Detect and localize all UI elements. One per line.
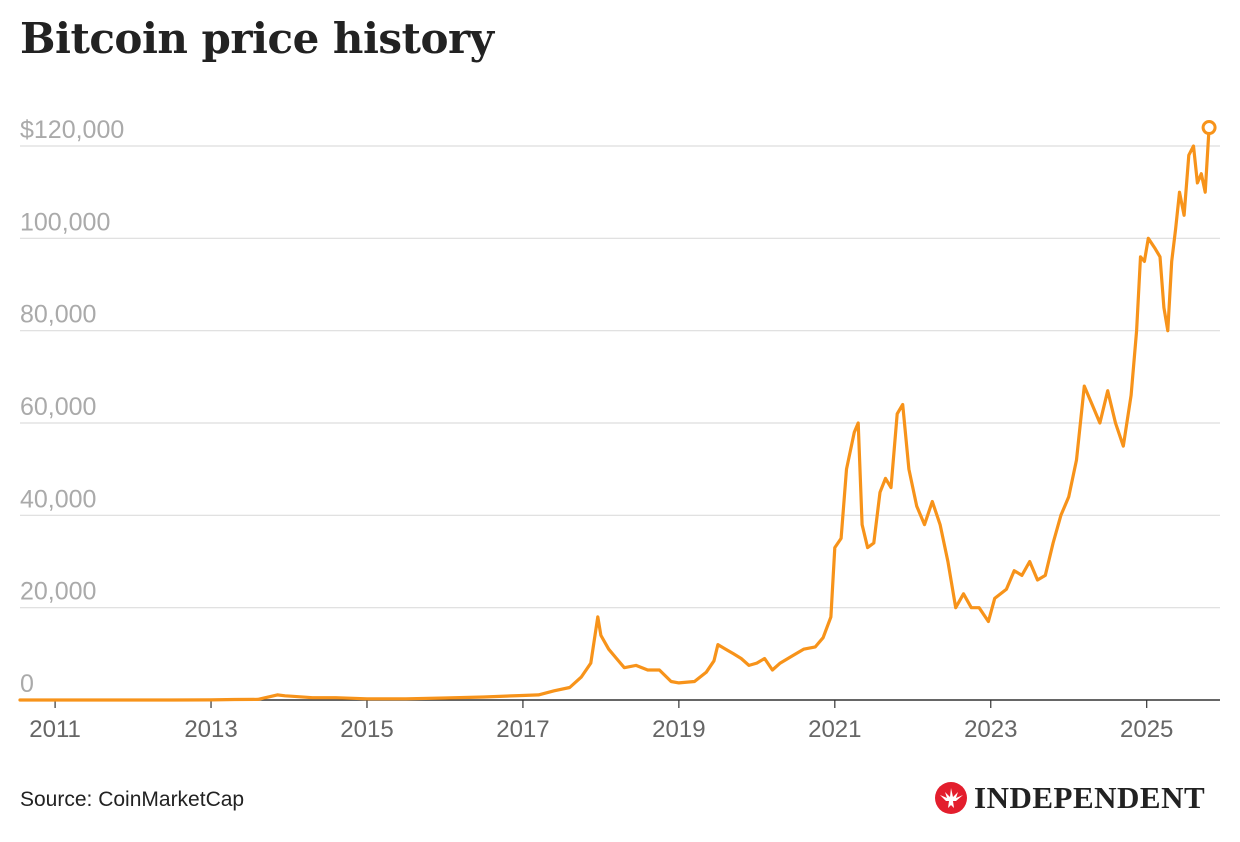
y-tick-label: $120,000 xyxy=(20,116,124,144)
price-line xyxy=(18,125,1211,702)
y-axis-ticks: 0 20,000 40,000 60,000 80,000 100,000 $120,000 xyxy=(20,116,124,698)
brand[interactable]: INDEPENDENT xyxy=(934,780,1205,816)
chart-title: Bitcoin price history xyxy=(20,14,494,63)
y-tick-label: 80,000 xyxy=(20,301,96,329)
last-point-marker xyxy=(1201,120,1217,136)
brand-name: INDEPENDENT xyxy=(974,780,1206,815)
series xyxy=(18,120,1217,702)
x-tick-label: 2011 xyxy=(29,716,81,743)
x-tick-label: 2017 xyxy=(496,716,549,743)
y-tick-label: 40,000 xyxy=(20,485,96,513)
source-note: Source: CoinMarketCap xyxy=(20,788,245,811)
x-tick-label: 2025 xyxy=(1120,716,1173,743)
x-tick-label: 2023 xyxy=(964,716,1017,743)
y-tick-label: 0 xyxy=(20,670,34,698)
x-tick-label: 2015 xyxy=(340,716,393,743)
x-axis-ticks: 2011 2013 2015 2017 2019 2021 2023 2025 xyxy=(29,700,1173,743)
x-tick-label: 2013 xyxy=(184,716,237,743)
y-tick-label: 20,000 xyxy=(20,578,96,606)
eagle-logo-icon xyxy=(935,782,967,814)
x-tick-label: 2021 xyxy=(808,716,861,743)
x-tick-label: 2019 xyxy=(652,716,705,743)
y-tick-label: 60,000 xyxy=(20,393,96,421)
gridlines xyxy=(20,145,1220,609)
y-tick-label: 100,000 xyxy=(20,208,110,236)
